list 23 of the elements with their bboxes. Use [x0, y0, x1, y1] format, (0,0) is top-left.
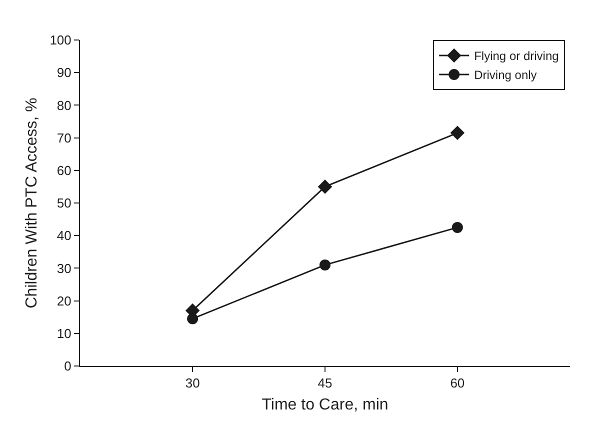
y-tick-label: 0 [64, 358, 72, 374]
x-tick-label: 45 [318, 376, 332, 391]
y-tick-label: 100 [50, 32, 72, 48]
legend-label: Driving only [474, 68, 537, 82]
legend-label: Flying or driving [474, 49, 559, 64]
point [452, 222, 463, 233]
y-tick-label: 40 [56, 228, 72, 244]
point [187, 313, 198, 324]
x-tick-label: 30 [185, 376, 200, 391]
point [318, 180, 332, 194]
point [450, 126, 465, 140]
point [320, 259, 330, 270]
y-tick-label: 60 [56, 162, 72, 178]
y-tick-label: 20 [56, 293, 72, 308]
y-tick-label: 80 [56, 98, 72, 113]
y-tick-label: 10 [56, 326, 72, 341]
y-axis-title: Children With PTC Access, % [24, 98, 41, 308]
y-tick-label: 90 [56, 65, 72, 80]
y-tick-label: 30 [56, 260, 72, 276]
y-tick-label: 70 [56, 130, 72, 146]
x-tick-label: 60 [450, 376, 465, 391]
y-tick-label: 50 [56, 196, 72, 211]
x-axis-title: Time to Care, min [262, 396, 388, 414]
